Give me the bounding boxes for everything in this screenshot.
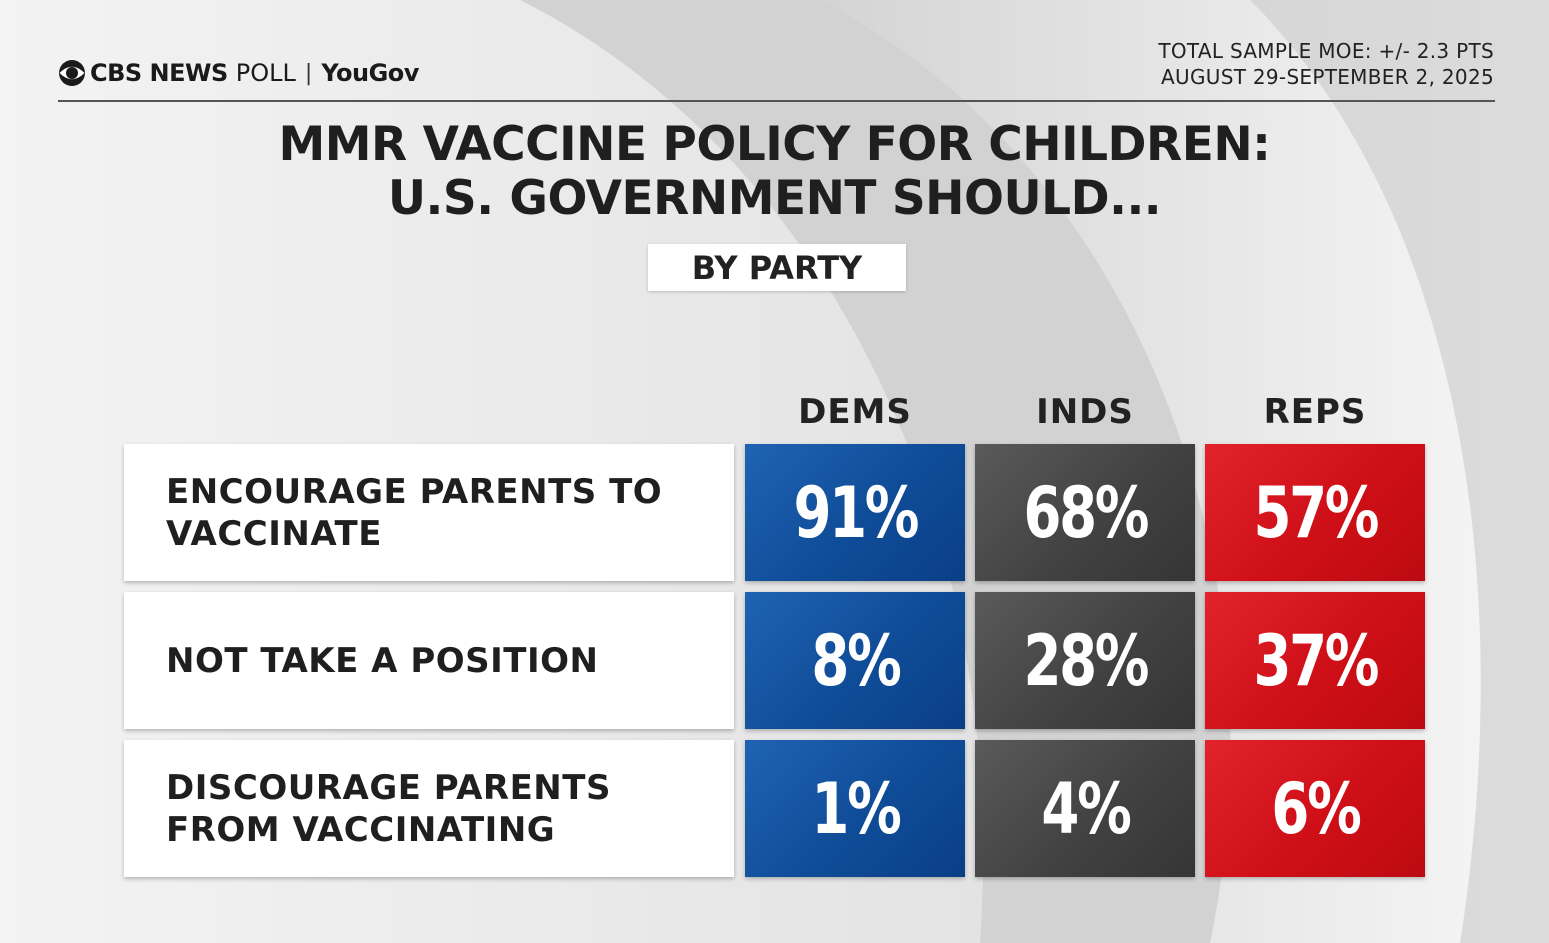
- row-label: NOT TAKE A POSITION: [124, 592, 734, 729]
- value-cell-reps: 37%: [1205, 592, 1425, 729]
- row-label: DISCOURAGE PARENTS FROM VACCINATING: [124, 740, 734, 877]
- row-label: ENCOURAGE PARENTS TO VACCINATE: [124, 444, 734, 581]
- value-label: 57%: [1253, 471, 1379, 554]
- title-line: U.S. GOVERNMENT SHOULD...: [387, 171, 1162, 226]
- value-label: 91%: [793, 471, 919, 554]
- logo-poll-word: POLL: [235, 59, 296, 87]
- row-label-text: NOT TAKE A POSITION: [166, 640, 599, 681]
- value-cell-reps: 6%: [1205, 740, 1425, 877]
- value-cell-dems: 1%: [745, 740, 965, 877]
- value-cell-dems: 91%: [745, 444, 965, 581]
- column-header-reps: REPS: [1263, 392, 1367, 432]
- value-cell-inds: 28%: [975, 592, 1195, 729]
- value-label: 68%: [1023, 471, 1149, 554]
- poll-dates: AUGUST 29-SEPTEMBER 2, 2025: [1161, 65, 1494, 89]
- row-label-text: ENCOURAGE PARENTS TO VACCINATE: [166, 471, 663, 554]
- subtitle-badge: BY PARTY: [648, 244, 906, 291]
- title-line: MMR VACCINE POLICY FOR CHILDREN:: [278, 117, 1271, 172]
- value-cell-inds: 4%: [975, 740, 1195, 877]
- row-label-text: DISCOURAGE PARENTS FROM VACCINATING: [166, 767, 611, 850]
- poll-meta: TOTAL SAMPLE MOE: +/- 2.3 PTS AUGUST 29-…: [1158, 38, 1494, 90]
- value-label: 4%: [1040, 767, 1131, 850]
- value-cell-reps: 57%: [1205, 444, 1425, 581]
- cbs-news-poll-logo: CBS NEWS POLL | YouGov: [58, 57, 419, 89]
- logo-partner: YouGov: [321, 59, 419, 87]
- column-header-dems: DEMS: [798, 392, 912, 432]
- value-cell-dems: 8%: [745, 592, 965, 729]
- value-label: 8%: [810, 619, 901, 702]
- column-header-inds: INDS: [1036, 392, 1134, 432]
- logo-separator: |: [304, 60, 313, 86]
- chart-title: MMR VACCINE POLICY FOR CHILDREN: U.S. GO…: [0, 118, 1549, 226]
- value-label: 1%: [810, 767, 901, 850]
- cbs-eye-icon: [59, 60, 85, 86]
- value-label: 37%: [1253, 619, 1379, 702]
- margin-of-error: TOTAL SAMPLE MOE: +/- 2.3 PTS: [1158, 39, 1494, 63]
- value-label: 6%: [1270, 767, 1361, 850]
- header-divider: [58, 100, 1495, 102]
- value-label: 28%: [1023, 619, 1149, 702]
- value-cell-inds: 68%: [975, 444, 1195, 581]
- logo-brand: CBS NEWS: [90, 59, 228, 87]
